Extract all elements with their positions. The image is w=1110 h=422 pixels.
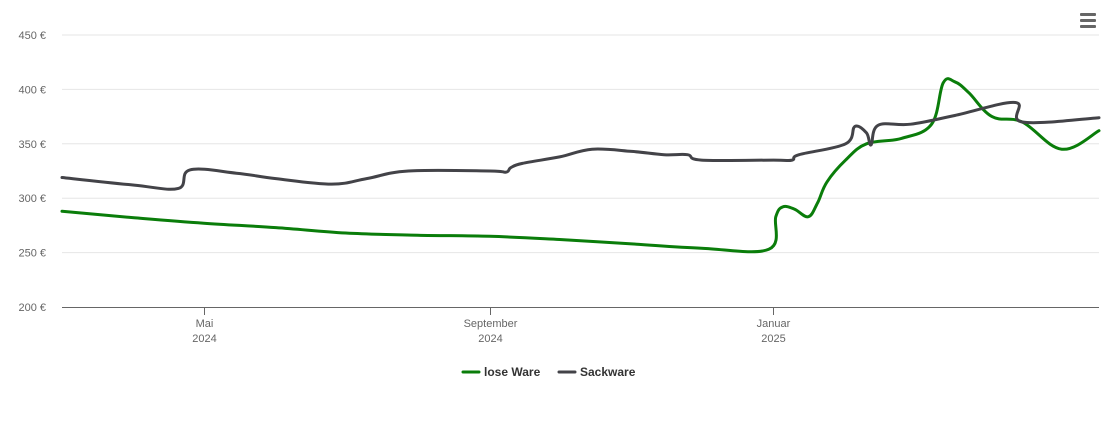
x-tick-label-year: 2024: [192, 333, 216, 345]
hamburger-menu-icon[interactable]: [1077, 10, 1099, 32]
series-line-sackware[interactable]: [60, 100, 1101, 191]
menu-bar: [1080, 19, 1096, 22]
legend[interactable]: lose Ware Sackware: [461, 365, 636, 379]
y-tick-label: 400 €: [18, 84, 46, 96]
y-tick-label: 450 €: [18, 30, 46, 42]
y-tick-label: 250 €: [18, 248, 46, 260]
y-tick-label: 300 €: [18, 193, 46, 205]
x-tick-label-month: Mai: [196, 318, 214, 330]
x-tick-label-month: September: [464, 318, 518, 330]
legend-label: Sackware: [580, 365, 636, 379]
y-tick-label: 200 €: [18, 302, 46, 314]
series-line-lose-ware[interactable]: [60, 77, 1101, 254]
legend-item[interactable]: lose Ware: [461, 365, 541, 379]
legend-item[interactable]: Sackware: [557, 365, 636, 379]
series-lines: [60, 77, 1101, 254]
y-axis: 200 € 250 € 300 € 350 € 400 € 450 €: [18, 30, 46, 314]
x-tick-label-month: Januar: [757, 318, 791, 330]
legend-label: lose Ware: [484, 365, 541, 379]
x-axis: Mai 2024 September 2024 Januar 2025: [62, 307, 1099, 345]
menu-bar: [1080, 13, 1096, 16]
x-tick-label-year: 2024: [478, 333, 502, 345]
y-tick-label: 350 €: [18, 139, 46, 151]
x-tick-label-year: 2025: [761, 333, 785, 345]
menu-bar: [1080, 25, 1096, 28]
grid-lines: [62, 34, 1099, 254]
